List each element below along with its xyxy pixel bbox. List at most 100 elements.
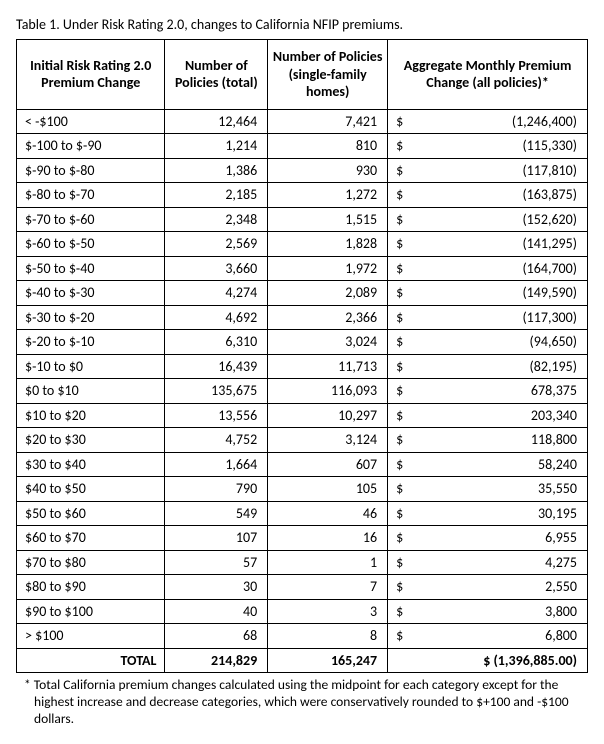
aggregate-amount: (164,700) [522, 260, 577, 278]
total-policies: 214,829 [165, 648, 268, 673]
cell-single-family: 10,297 [268, 403, 388, 428]
table-row: < -$10012,4647,421$(1,246,400) [17, 109, 588, 134]
cell-single-family: 3,024 [268, 330, 388, 355]
premium-table: Initial Risk Rating 2.0 Premium Change N… [16, 39, 588, 673]
cell-aggregate: $(1,246,400) [388, 109, 588, 134]
aggregate-amount: 118,800 [531, 431, 577, 449]
aggregate-amount: 58,240 [538, 456, 577, 474]
currency-symbol: $ [396, 137, 403, 155]
total-label: TOTAL [17, 648, 165, 673]
cell-total-policies: 57 [165, 550, 268, 575]
cell-aggregate: $ (163,875) [388, 183, 588, 208]
aggregate-amount: (163,875) [522, 186, 577, 204]
cell-total-policies: 4,692 [165, 305, 268, 330]
aggregate-amount: 30,195 [538, 505, 577, 523]
currency-symbol: $ [396, 211, 403, 229]
cell-total-policies: 1,664 [165, 452, 268, 477]
cell-single-family: 2,089 [268, 281, 388, 306]
table-total-row: TOTAL214,829165,247$ (1,396,885.00) [17, 648, 588, 673]
table-row: $-30 to $-204,6922,366$(117,300) [17, 305, 588, 330]
aggregate-amount: 203,340 [531, 407, 577, 425]
currency-symbol: $ [396, 627, 403, 645]
currency-symbol: $ [396, 505, 403, 523]
cell-single-family: 1,272 [268, 183, 388, 208]
cell-range: $-70 to $-60 [17, 207, 165, 232]
currency-symbol: $ [396, 554, 403, 572]
table-footnote: * Total California premium changes calcu… [26, 677, 588, 728]
cell-aggregate: $ (115,330) [388, 134, 588, 159]
cell-range: $-20 to $-10 [17, 330, 165, 355]
cell-range: > $100 [17, 624, 165, 649]
table-row: $-100 to $-901,214810$(115,330) [17, 134, 588, 159]
col-header-single: Number of Policies (single-family homes) [268, 40, 388, 110]
aggregate-amount: (94,650) [530, 333, 577, 351]
cell-range: $-10 to $0 [17, 354, 165, 379]
cell-aggregate: $(164,700) [388, 256, 588, 281]
currency-symbol: $ [396, 529, 403, 547]
aggregate-amount: (115,330) [522, 137, 577, 155]
cell-aggregate: $(94,650) [388, 330, 588, 355]
cell-single-family: 3 [268, 599, 388, 624]
cell-single-family: 116,093 [268, 379, 388, 404]
currency-symbol: $ [396, 603, 403, 621]
aggregate-amount: (117,810) [522, 162, 577, 180]
table-row: $30 to $401,664607$58,240 [17, 452, 588, 477]
currency-symbol: $ [396, 578, 403, 596]
cell-range: $90 to $100 [17, 599, 165, 624]
cell-single-family: 46 [268, 501, 388, 526]
table-row: $-10 to $016,43911,713$(82,195) [17, 354, 588, 379]
table-row: $60 to $7010716$6,955 [17, 526, 588, 551]
table-row: $10 to $2013,55610,297$203,340 [17, 403, 588, 428]
cell-aggregate: $(82,195) [388, 354, 588, 379]
cell-aggregate: $(117,810) [388, 158, 588, 183]
currency-symbol: $ [396, 382, 403, 400]
cell-aggregate: $4,275 [388, 550, 588, 575]
cell-total-policies: 40 [165, 599, 268, 624]
aggregate-amount: (152,620) [522, 211, 577, 229]
table-row: > $100688$6,800 [17, 624, 588, 649]
cell-range: $-30 to $-20 [17, 305, 165, 330]
table-row: $-40 to $-304,2742,089$(149,590) [17, 281, 588, 306]
currency-symbol: $ [396, 309, 403, 327]
cell-total-policies: 2,348 [165, 207, 268, 232]
aggregate-amount: (141,295) [522, 235, 577, 253]
col-header-total: Number of Policies (total) [165, 40, 268, 110]
currency-symbol: $ [396, 407, 403, 425]
currency-symbol: $ [396, 358, 403, 376]
cell-range: $70 to $80 [17, 550, 165, 575]
cell-total-policies: 549 [165, 501, 268, 526]
currency-symbol: $ [396, 480, 403, 498]
table-row: $-80 to $-702,1851,272$(163,875) [17, 183, 588, 208]
cell-aggregate: $(141,295) [388, 232, 588, 257]
cell-range: $-60 to $-50 [17, 232, 165, 257]
table-row: $20 to $304,7523,124$118,800 [17, 428, 588, 453]
cell-total-policies: 68 [165, 624, 268, 649]
currency-symbol: $ [396, 186, 403, 204]
table-row: $50 to $6054946$30,195 [17, 501, 588, 526]
table-row: $70 to $80571$4,275 [17, 550, 588, 575]
aggregate-amount: 3,800 [545, 603, 577, 621]
cell-total-policies: 2,185 [165, 183, 268, 208]
aggregate-amount: (149,590) [522, 284, 577, 302]
table-caption: Table 1. Under Risk Rating 2.0, changes … [16, 16, 588, 33]
cell-single-family: 1,972 [268, 256, 388, 281]
cell-single-family: 7 [268, 575, 388, 600]
cell-aggregate: $678,375 [388, 379, 588, 404]
cell-total-policies: 16,439 [165, 354, 268, 379]
cell-total-policies: 1,386 [165, 158, 268, 183]
cell-range: < -$100 [17, 109, 165, 134]
currency-symbol: $ [396, 431, 403, 449]
cell-total-policies: 4,274 [165, 281, 268, 306]
cell-single-family: 2,366 [268, 305, 388, 330]
cell-range: $0 to $10 [17, 379, 165, 404]
cell-range: $50 to $60 [17, 501, 165, 526]
cell-aggregate: $118,800 [388, 428, 588, 453]
cell-single-family: 607 [268, 452, 388, 477]
table-row: $-20 to $-106,3103,024$(94,650) [17, 330, 588, 355]
cell-single-family: 8 [268, 624, 388, 649]
cell-aggregate: $30,195 [388, 501, 588, 526]
cell-range: $-50 to $-40 [17, 256, 165, 281]
cell-single-family: 1 [268, 550, 388, 575]
cell-single-family: 1,828 [268, 232, 388, 257]
currency-symbol: $ [396, 284, 403, 302]
